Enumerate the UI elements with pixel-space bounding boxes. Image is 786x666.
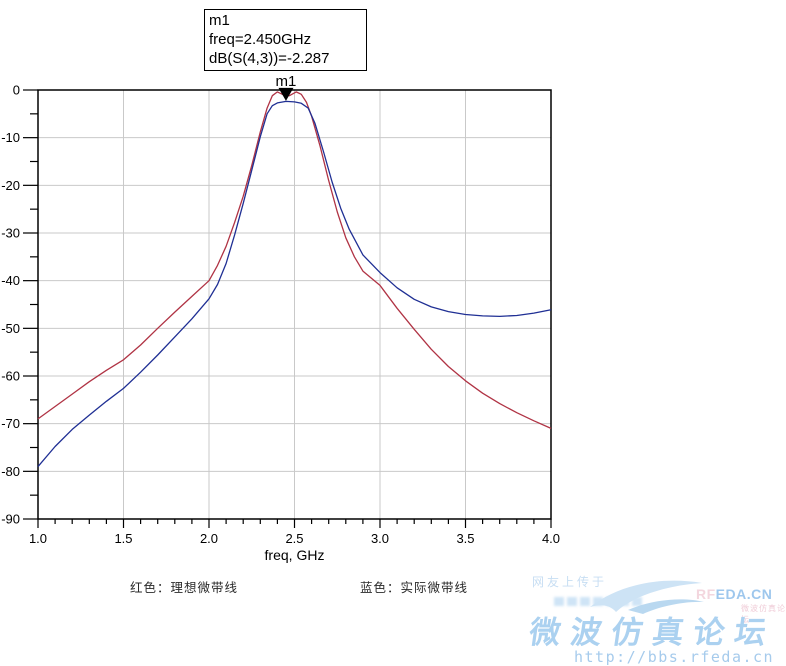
y-tick-label: -60 xyxy=(1,369,20,384)
x-tick-label: 3.5 xyxy=(456,531,474,546)
y-tick-label: 0 xyxy=(13,83,20,98)
y-tick-label: -90 xyxy=(1,512,20,527)
y-tick-label: -20 xyxy=(1,178,20,193)
curve-ideal-red xyxy=(37,91,552,429)
x-tick-label: 4.0 xyxy=(542,531,560,546)
x-tick-label: 1.5 xyxy=(114,531,132,546)
y-tick-label: -10 xyxy=(1,130,20,145)
x-tick-label: 1.0 xyxy=(29,531,47,546)
marker-m1-label: m1 xyxy=(276,73,297,90)
y-tick-label: -70 xyxy=(1,416,20,431)
y-tick-label: -30 xyxy=(1,226,20,241)
marker-readout-freq: freq=2.450GHz xyxy=(209,31,312,48)
x-axis-title: freq, GHz xyxy=(265,547,325,563)
y-tick-label: -80 xyxy=(1,464,20,479)
curve-actual-blue xyxy=(37,100,552,468)
legend-actual-microstrip: 蓝色：实际微带线 xyxy=(360,581,469,595)
marker-readout-value: dB(S(4,3))=-2.287 xyxy=(209,50,330,67)
marker-readout-box[interactable]: m1 freq=2.450GHz dB(S(4,3))=-2.287 xyxy=(204,9,367,71)
marker-m1-triangle-icon[interactable] xyxy=(278,87,294,101)
x-tick-label: 2.0 xyxy=(200,531,218,546)
y-tick-label: -50 xyxy=(1,321,20,336)
x-tick-label: 3.0 xyxy=(371,531,389,546)
marker-readout-name: m1 xyxy=(209,12,230,29)
y-tick-label: -40 xyxy=(1,273,20,288)
legend-ideal-microstrip: 红色：理想微带线 xyxy=(130,581,239,595)
x-tick-label: 2.5 xyxy=(285,531,303,546)
